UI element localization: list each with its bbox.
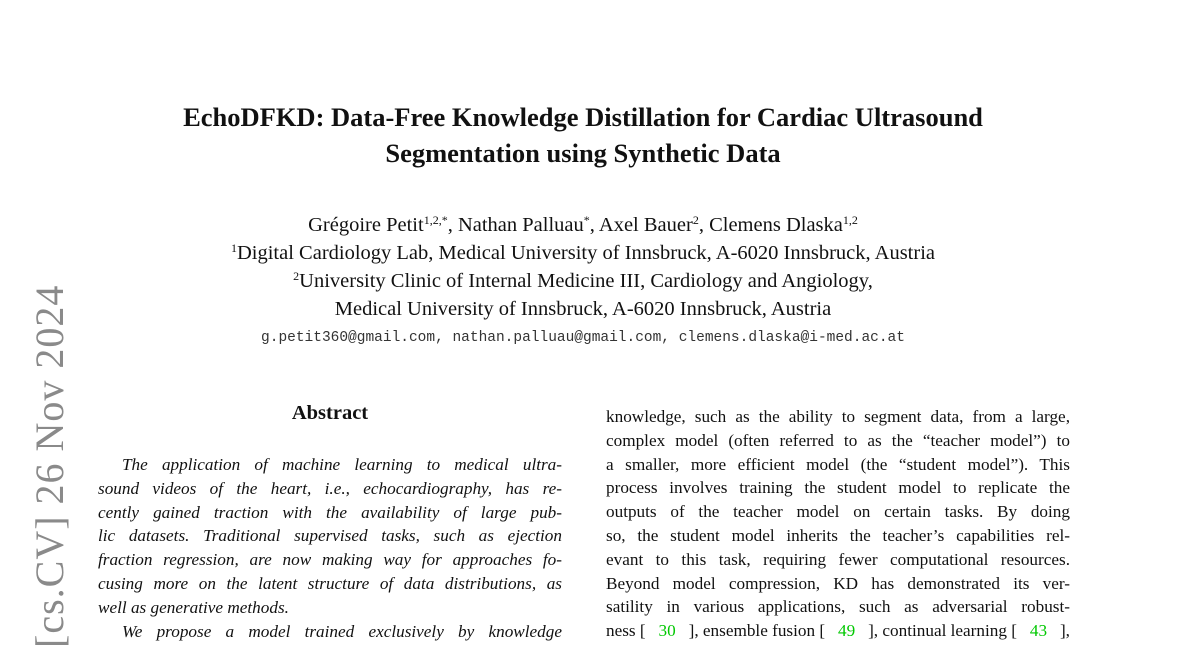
author-block: Grégoire Petit1,2,*, Nathan Palluau*, Ax… (0, 211, 1166, 353)
text-line: outputs of the teacher model on certain … (606, 502, 1070, 522)
affil-mark: 1,2,* (423, 213, 448, 227)
text-line: fraction regression, are now making way … (98, 550, 562, 570)
text-line: Beyond model compression, KD has demonst… (606, 573, 1070, 593)
text-line: The application of machine learning to m… (122, 455, 562, 474)
affil-mark: 2 (293, 269, 300, 283)
affiliation-text: Digital Cardiology Lab, Medical Universi… (236, 242, 935, 264)
affil-mark: 2 (692, 213, 699, 227)
text-line: a smaller, more efficient model (the “st… (606, 454, 1070, 474)
author-emails: g.petit360@gmail.com, nathan.palluau@gma… (261, 330, 905, 346)
text-line: knowledge, such as the ability to segmen… (606, 407, 1070, 426)
text-line: ness [ 30 ], ensemble fusion [ 49 ], continu… (606, 619, 1070, 643)
text-line: well as generative methods. (98, 597, 289, 617)
text-line: process involves training the student mo… (606, 478, 1070, 498)
affiliation-1: 1Digital Cardiology Lab, Medical Univers… (0, 239, 1166, 267)
text: ness [ (606, 621, 646, 641)
text-line: lic datasets. Traditional supervised tas… (98, 526, 562, 546)
text-line: evant to this task, requiring fewer comp… (606, 549, 1070, 569)
affil-mark: * (583, 213, 590, 227)
text-line: cently gained traction with the availabi… (98, 502, 562, 522)
text-line: sound videos of the heart, i.e., echocar… (98, 478, 562, 498)
title-line: EchoDFKD: Data-Free Knowledge Distillati… (183, 102, 983, 132)
affiliation-2-cont: Medical University of Innsbruck, A-6020 … (334, 298, 832, 320)
author: , Clemens Dlaska (698, 214, 843, 236)
text: ], continual learning [ (868, 621, 1017, 641)
author: , Nathan Palluau (447, 214, 584, 236)
intro-text: knowledge, such as the ability to segmen… (606, 405, 1070, 643)
text-line: complex model (often referred to as the … (606, 430, 1070, 450)
title-line: Segmentation using Synthetic Data (385, 138, 781, 168)
affil-mark: 1,2 (842, 213, 858, 227)
text-line: so, the student model inherits the teach… (606, 525, 1070, 545)
text-line: cusing more on the latent structure of d… (98, 573, 562, 593)
affiliation-text: University Clinic of Internal Medicine I… (299, 270, 873, 292)
paper-title: EchoDFKD: Data-Free Knowledge Distillati… (0, 99, 1166, 171)
affiliation-2: 2University Clinic of Internal Medicine … (0, 267, 1166, 295)
text: ], ensemble fusion [ (688, 621, 826, 641)
abstract-heading: Abstract (291, 402, 369, 424)
citation-link[interactable]: 43 (1029, 621, 1048, 641)
abstract-text: The application of machine learning to m… (98, 453, 562, 643)
affil-mark: 1 (230, 241, 237, 255)
author: Grégoire Petit (308, 214, 424, 236)
text-line: satility in various applications, such a… (606, 597, 1070, 617)
text: ], (1059, 621, 1070, 641)
author: , Axel Bauer (589, 214, 693, 236)
citation-link[interactable]: 49 (838, 621, 856, 641)
text-line: We propose a model trained exclusively b… (122, 621, 562, 641)
author-list: Grégoire Petit1,2,*, Nathan Palluau*, Ax… (0, 211, 1166, 239)
citation-link[interactable]: 30 (658, 621, 676, 641)
